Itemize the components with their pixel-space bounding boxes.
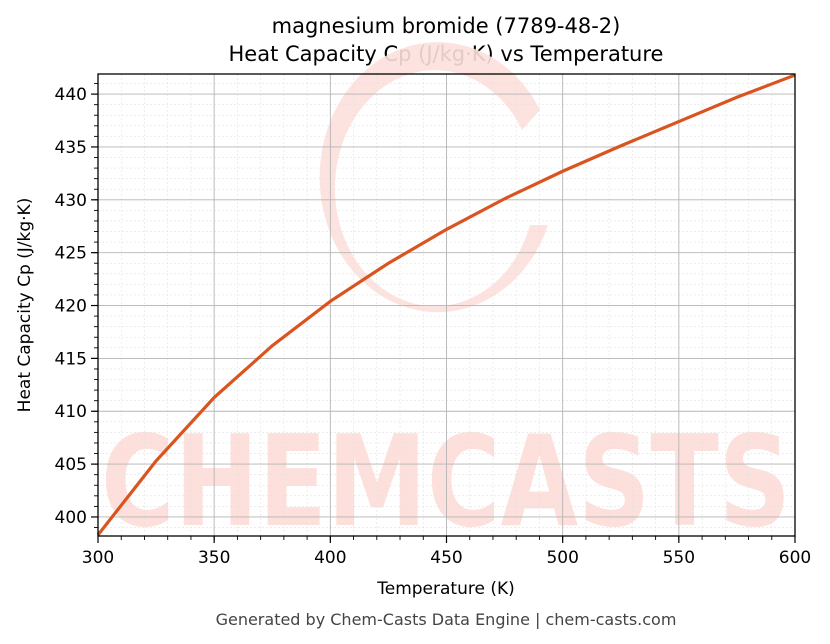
y-tick-label: 405 xyxy=(55,455,87,475)
chart-title-line1: magnesium bromide (7789-48-2) xyxy=(272,14,621,38)
x-tick-label: 300 xyxy=(82,548,114,568)
x-tick-label: 350 xyxy=(198,548,230,568)
x-tick-label: 400 xyxy=(314,548,346,568)
footer-credit: Generated by Chem-Casts Data Engine | ch… xyxy=(216,610,677,629)
x-axis-label: Temperature (K) xyxy=(376,579,515,599)
y-tick-label: 430 xyxy=(55,191,87,211)
y-tick-label: 400 xyxy=(55,508,87,528)
y-tick-label: 415 xyxy=(55,349,87,369)
x-tick-label: 500 xyxy=(546,548,578,568)
watermark-logo-icon xyxy=(319,42,548,313)
y-axis-label: Heat Capacity Cp (J/kg·K) xyxy=(15,198,35,413)
x-tick-label: 450 xyxy=(430,548,462,568)
y-tick-label: 420 xyxy=(55,297,87,317)
y-tick-label: 410 xyxy=(55,402,87,422)
x-tick-label: 550 xyxy=(663,548,695,568)
x-axis: 300 350 400 450 500 550 600 xyxy=(82,536,811,568)
series-line xyxy=(96,73,796,536)
x-tick-label: 600 xyxy=(779,548,811,568)
y-tick-label: 425 xyxy=(55,244,87,264)
watermark-text: CHEMCASTS xyxy=(101,408,791,555)
y-axis: 400 405 410 415 420 425 430 435 440 xyxy=(55,83,98,528)
y-tick-label: 435 xyxy=(55,138,87,158)
y-tick-label: 440 xyxy=(55,85,87,105)
